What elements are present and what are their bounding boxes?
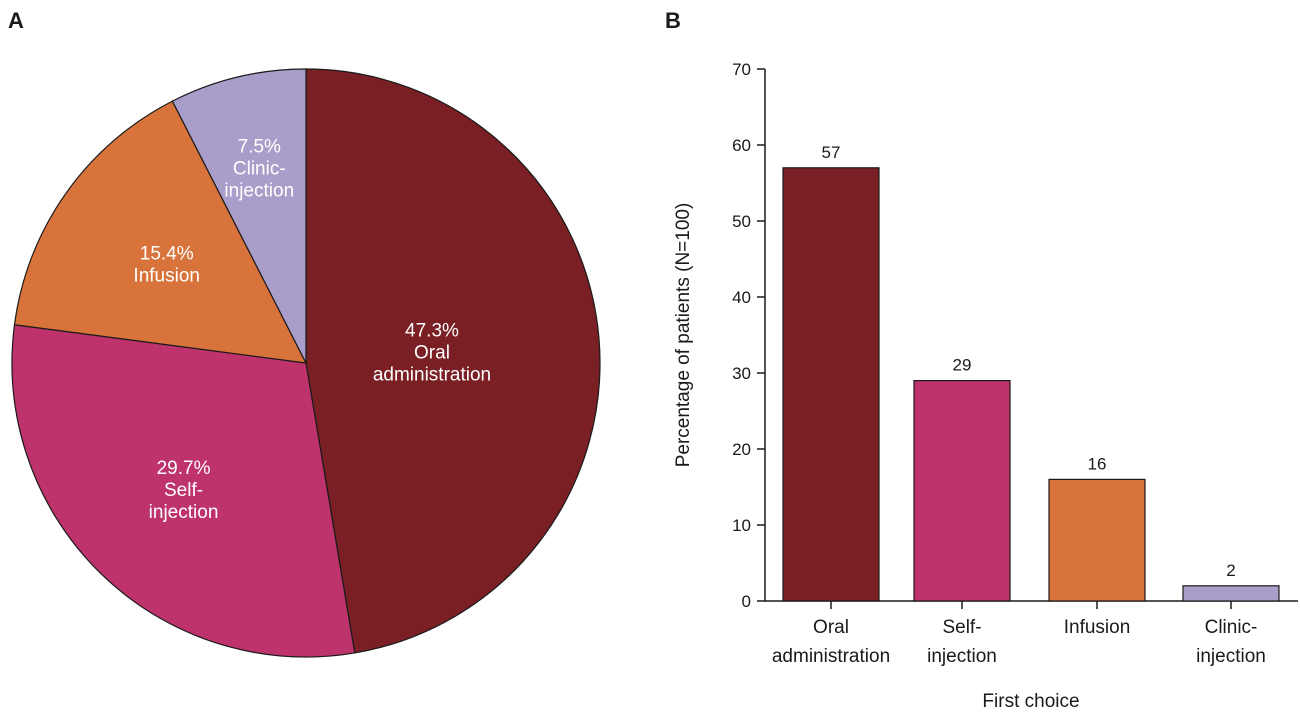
- x-tick-label-infusion: Infusion: [1064, 617, 1131, 638]
- panel-label-a: A: [8, 8, 24, 33]
- bar-oral-administration: [782, 167, 880, 602]
- panel-label-b: B: [665, 8, 681, 33]
- pie-slice-oral-administration: [305, 68, 601, 654]
- pie-label-self-injection: 29.7% Self-injection: [149, 458, 219, 523]
- y-tick-label: 50: [732, 212, 751, 231]
- y-tick-label: 60: [732, 136, 751, 155]
- pie-slice-clinic-injection: [171, 68, 307, 364]
- pie-slice-self-injection: [11, 324, 356, 658]
- pie-chart: 47.3% Oral administration 29.7% Self-injecti…: [11, 68, 601, 658]
- y-tick-label: 40: [732, 288, 751, 307]
- bar-infusion: [1048, 478, 1146, 602]
- bar-value-label: 57: [822, 143, 841, 162]
- bar-self-injection: [913, 380, 1011, 602]
- pie-label-infusion: 15.4% Infusion: [133, 244, 200, 287]
- bar-value-label: 29: [953, 356, 972, 375]
- x-tick-label-oral-administration: Oral administration: [772, 617, 890, 667]
- y-tick-label: 20: [732, 440, 751, 459]
- pie-slice-infusion: [13, 100, 308, 364]
- y-axis-title: Percentage of patients (N=100): [673, 203, 694, 468]
- bar-clinic-injection: [1182, 585, 1280, 602]
- x-axis-title: First choice: [982, 691, 1079, 712]
- pie-label-clinic-injection: 7.5% Clinic-injection: [224, 137, 294, 202]
- y-tick-label: 70: [732, 60, 751, 79]
- x-tick-label-clinic-injection: Clinic-injection: [1196, 617, 1266, 667]
- y-tick-label: 10: [732, 516, 751, 535]
- y-tick-label: 30: [732, 364, 751, 383]
- pie-label-oral-administration: 47.3% Oral administration: [373, 320, 491, 385]
- bar-value-label: 2: [1226, 561, 1235, 580]
- y-tick-label: 0: [742, 592, 751, 611]
- bar-value-label: 16: [1088, 454, 1107, 473]
- x-tick-label-self-injection: Self-injection: [927, 617, 997, 667]
